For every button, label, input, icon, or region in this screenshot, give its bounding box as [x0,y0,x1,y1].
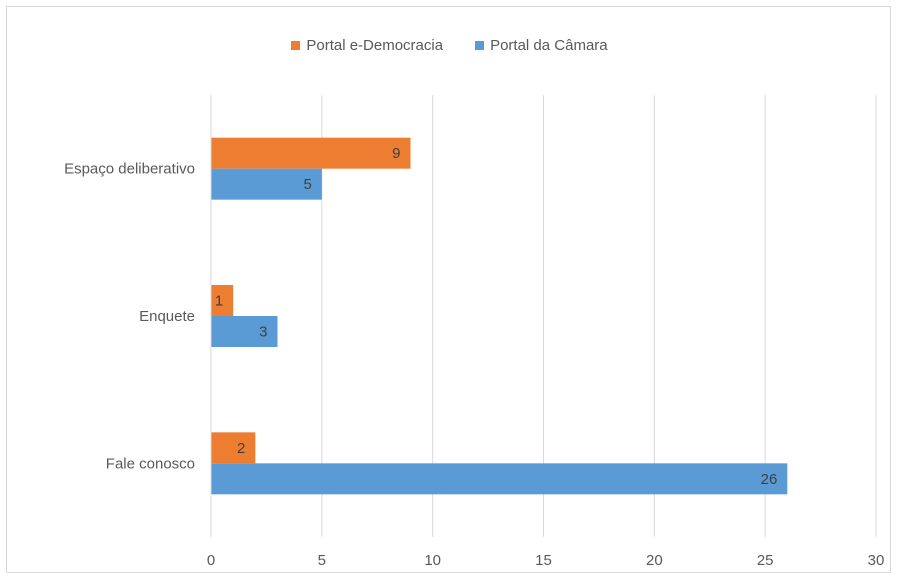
x-tick-label: 25 [757,552,774,569]
data-label: 1 [215,293,223,310]
bar-1-0 [211,168,322,200]
legend-swatch-camara [475,40,485,50]
category-label: Enquete [139,308,195,325]
data-label: 2 [237,440,245,457]
legend-item-camara: Portal da Câmara [475,37,608,54]
x-tick-label: 20 [646,552,663,569]
legend-label-camara: Portal da Câmara [490,36,608,54]
x-tick-label: 30 [868,552,885,569]
bar-1-1 [211,316,278,347]
data-label: 5 [303,176,311,193]
x-tick-label: 15 [535,552,552,569]
data-label: 9 [392,145,400,162]
bar-1-2 [211,463,788,495]
data-label: 3 [259,324,267,341]
legend-label-e-democracia: Portal e-Democracia [306,36,444,54]
category-label: Fale conosco [106,455,195,472]
bar-0-2 [211,432,256,464]
chart-legend: Portal e-Democracia Portal da Câmara [0,30,899,60]
data-label: 26 [761,471,778,488]
x-tick-label: 10 [424,552,441,569]
legend-swatch-e-democracia [291,40,301,50]
x-tick-label: 5 [318,552,326,569]
bar-0-1 [211,285,234,316]
bar-0-0 [211,137,411,169]
legend-item-e-democracia: Portal e-Democracia [291,37,443,54]
category-label: Espaço deliberativo [64,161,195,178]
x-tick-label: 0 [207,552,215,569]
